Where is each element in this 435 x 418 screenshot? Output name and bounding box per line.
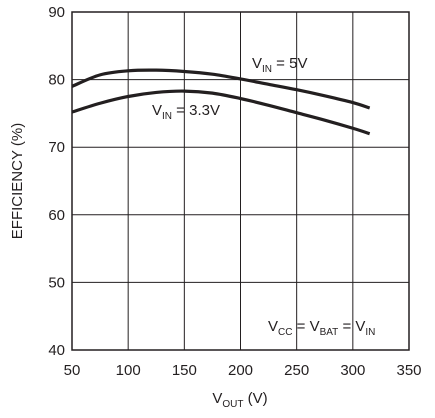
y-tick-label-50: 50 xyxy=(48,274,65,291)
y-tick-label-60: 60 xyxy=(48,207,65,224)
series-label-vin-3v3: VIN = 3.3V xyxy=(152,102,220,122)
condition-note: VCC = VBAT = VIN xyxy=(268,318,375,338)
y-tick-label-70: 70 xyxy=(48,139,65,156)
grid-lines xyxy=(71,11,410,351)
x-tick-label-100: 100 xyxy=(116,362,141,379)
x-tick-label-350: 350 xyxy=(396,362,421,379)
curve-vin-3v3 xyxy=(71,89,371,136)
data-curves xyxy=(71,68,371,136)
y-axis-title: EFFICIENCY (%) xyxy=(9,123,26,239)
y-tick-label-90: 90 xyxy=(48,4,65,21)
x-tick-label-200: 200 xyxy=(228,362,253,379)
plot-frame xyxy=(71,11,410,351)
y-tick-label-80: 80 xyxy=(48,72,65,89)
y-tick-label-40: 40 xyxy=(48,342,65,359)
series-label-vin-5v: VIN = 5V xyxy=(252,55,307,75)
x-tick-label-300: 300 xyxy=(340,362,365,379)
x-axis-title: VOUT (V) xyxy=(212,390,267,410)
x-tick-label-50: 50 xyxy=(64,362,81,379)
x-tick-label-150: 150 xyxy=(172,362,197,379)
tick-labels: 50 100 150 200 250 300 350 40 50 60 70 80 90 xyxy=(48,4,421,379)
x-tick-label-250: 250 xyxy=(284,362,309,379)
curve-vin-5v xyxy=(71,68,371,110)
